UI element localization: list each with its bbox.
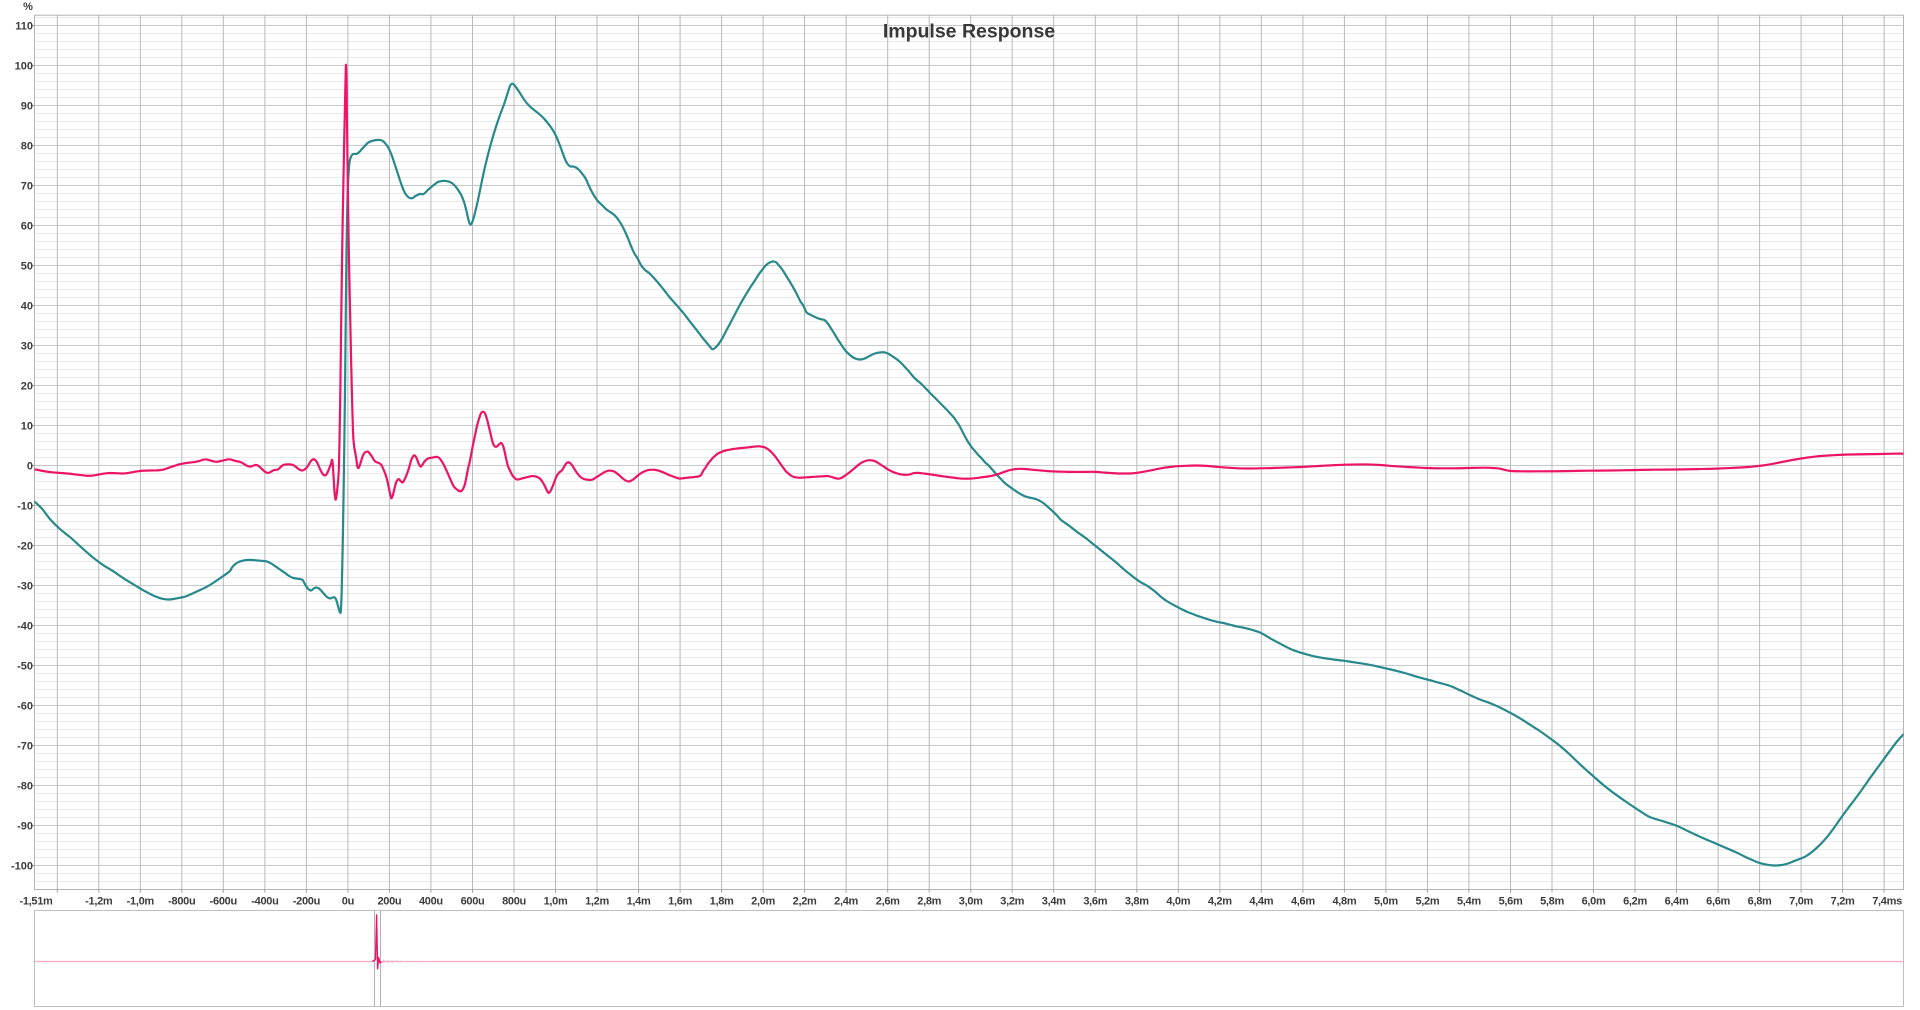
svg-text:3,4m: 3,4m bbox=[1042, 896, 1066, 908]
svg-text:1,4m: 1,4m bbox=[627, 896, 651, 908]
svg-text:1,0m: 1,0m bbox=[544, 896, 568, 908]
svg-text:4,6m: 4,6m bbox=[1291, 896, 1315, 908]
svg-text:2,8m: 2,8m bbox=[917, 896, 941, 908]
svg-text:-100: -100 bbox=[11, 860, 33, 872]
svg-text:6,2m: 6,2m bbox=[1623, 896, 1647, 908]
svg-text:50: 50 bbox=[21, 260, 33, 272]
svg-text:80: 80 bbox=[21, 140, 33, 152]
svg-text:2,2m: 2,2m bbox=[793, 896, 817, 908]
svg-text:-1,51m: -1,51m bbox=[19, 896, 53, 908]
svg-text:3,8m: 3,8m bbox=[1125, 896, 1149, 908]
svg-text:30: 30 bbox=[21, 340, 33, 352]
svg-text:6,8m: 6,8m bbox=[1748, 896, 1772, 908]
svg-text:-90: -90 bbox=[17, 820, 33, 832]
svg-text:-1,2m: -1,2m bbox=[85, 896, 113, 908]
svg-text:5,8m: 5,8m bbox=[1540, 896, 1564, 908]
svg-text:3,0m: 3,0m bbox=[959, 896, 983, 908]
svg-text:4,0m: 4,0m bbox=[1166, 896, 1190, 908]
svg-text:-10: -10 bbox=[17, 500, 33, 512]
svg-text:10: 10 bbox=[21, 420, 33, 432]
svg-text:-20: -20 bbox=[17, 540, 33, 552]
svg-text:200u: 200u bbox=[377, 896, 401, 908]
svg-text:20: 20 bbox=[21, 380, 33, 392]
svg-text:6,0m: 6,0m bbox=[1582, 896, 1606, 908]
svg-text:-1,0m: -1,0m bbox=[127, 896, 155, 908]
svg-text:-800u: -800u bbox=[168, 896, 195, 908]
svg-text:2,4m: 2,4m bbox=[834, 896, 858, 908]
svg-text:-600u: -600u bbox=[210, 896, 237, 908]
svg-text:6,4m: 6,4m bbox=[1665, 896, 1689, 908]
svg-text:1,8m: 1,8m bbox=[710, 896, 734, 908]
svg-text:110: 110 bbox=[15, 20, 33, 32]
svg-text:-30: -30 bbox=[17, 580, 33, 592]
svg-text:-40: -40 bbox=[17, 620, 33, 632]
svg-text:70: 70 bbox=[21, 180, 33, 192]
svg-text:60: 60 bbox=[21, 220, 33, 232]
svg-text:%: % bbox=[23, 1, 33, 13]
svg-text:5,4m: 5,4m bbox=[1457, 896, 1481, 908]
svg-text:-70: -70 bbox=[17, 740, 33, 752]
svg-text:600u: 600u bbox=[461, 896, 485, 908]
svg-text:400u: 400u bbox=[419, 896, 443, 908]
svg-text:7,0m: 7,0m bbox=[1789, 896, 1813, 908]
svg-text:1,2m: 1,2m bbox=[585, 896, 609, 908]
svg-text:800u: 800u bbox=[502, 896, 526, 908]
svg-text:-60: -60 bbox=[17, 700, 33, 712]
svg-text:40: 40 bbox=[21, 300, 33, 312]
svg-text:5,6m: 5,6m bbox=[1499, 896, 1523, 908]
svg-text:7,2m: 7,2m bbox=[1831, 896, 1855, 908]
svg-text:-200u: -200u bbox=[293, 896, 320, 908]
svg-text:90: 90 bbox=[21, 100, 33, 112]
svg-text:Impulse Response: Impulse Response bbox=[883, 21, 1055, 43]
svg-text:2,6m: 2,6m bbox=[876, 896, 900, 908]
svg-text:0: 0 bbox=[27, 460, 33, 472]
svg-text:4,8m: 4,8m bbox=[1332, 896, 1356, 908]
svg-text:100: 100 bbox=[15, 60, 33, 72]
svg-text:2,0m: 2,0m bbox=[751, 896, 775, 908]
svg-text:-50: -50 bbox=[17, 660, 33, 672]
svg-text:5,2m: 5,2m bbox=[1415, 896, 1439, 908]
svg-text:6,6m: 6,6m bbox=[1706, 896, 1730, 908]
svg-text:7,4ms: 7,4ms bbox=[1872, 896, 1902, 908]
svg-text:5,0m: 5,0m bbox=[1374, 896, 1398, 908]
svg-text:3,6m: 3,6m bbox=[1083, 896, 1107, 908]
svg-text:1,6m: 1,6m bbox=[668, 896, 692, 908]
svg-text:3,2m: 3,2m bbox=[1000, 896, 1024, 908]
svg-text:-80: -80 bbox=[17, 780, 33, 792]
svg-text:0u: 0u bbox=[342, 896, 354, 908]
svg-text:4,4m: 4,4m bbox=[1249, 896, 1273, 908]
svg-text:-400u: -400u bbox=[251, 896, 278, 908]
svg-text:4,2m: 4,2m bbox=[1208, 896, 1232, 908]
